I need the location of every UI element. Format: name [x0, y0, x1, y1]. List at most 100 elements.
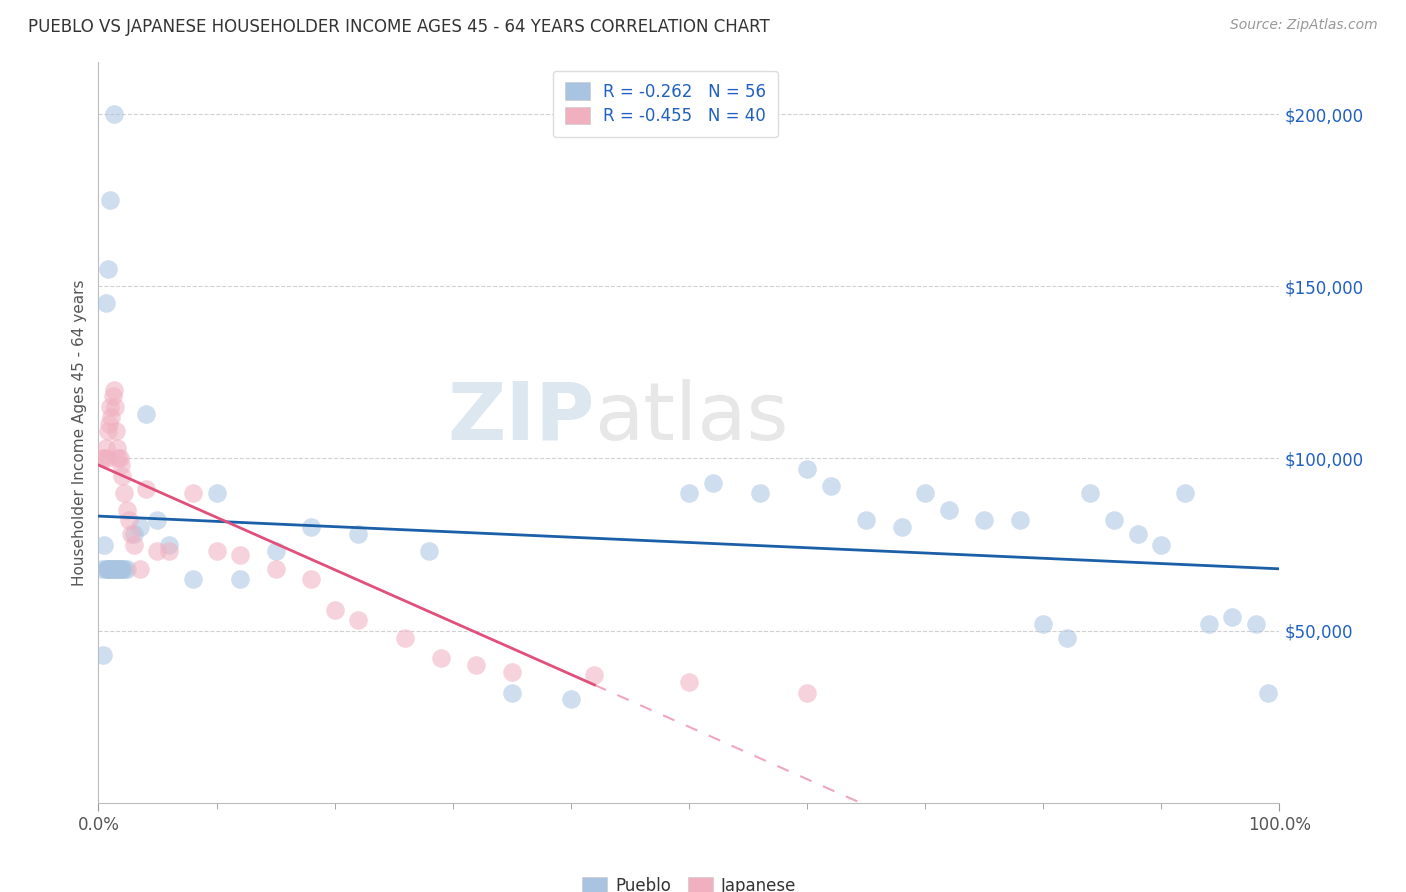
Point	[1244, 616, 1267, 631]
Point	[1174, 486, 1197, 500]
Point	[394, 631, 416, 645]
Point	[135, 483, 157, 497]
Point	[560, 692, 582, 706]
Point	[323, 603, 346, 617]
Point	[94, 561, 117, 575]
Point	[501, 665, 523, 679]
Point	[157, 537, 180, 551]
Point	[93, 537, 115, 551]
Point	[181, 486, 204, 500]
Text: atlas: atlas	[595, 379, 789, 457]
Point	[105, 424, 128, 438]
Point	[146, 513, 169, 527]
Point	[96, 451, 118, 466]
Point	[678, 486, 700, 500]
Point	[97, 424, 120, 438]
Point	[105, 561, 128, 575]
Y-axis label: Householder Income Ages 45 - 64 years: Householder Income Ages 45 - 64 years	[72, 279, 87, 586]
Point	[1257, 685, 1279, 699]
Text: PUEBLO VS JAPANESE HOUSEHOLDER INCOME AGES 45 - 64 YEARS CORRELATION CHART: PUEBLO VS JAPANESE HOUSEHOLDER INCOME AG…	[28, 18, 770, 36]
Point	[107, 451, 129, 466]
Point	[465, 658, 488, 673]
Point	[1198, 616, 1220, 631]
Point	[96, 561, 118, 575]
Point	[678, 675, 700, 690]
Point	[94, 296, 117, 310]
Point	[855, 513, 877, 527]
Point	[105, 441, 128, 455]
Point	[299, 572, 322, 586]
Point	[796, 462, 818, 476]
Point	[101, 389, 124, 403]
Point	[1102, 513, 1125, 527]
Point	[97, 561, 120, 575]
Point	[264, 544, 287, 558]
Point	[702, 475, 724, 490]
Point	[205, 486, 228, 500]
Point	[98, 400, 121, 414]
Point	[430, 651, 453, 665]
Point	[748, 486, 770, 500]
Point	[122, 537, 145, 551]
Point	[1008, 513, 1031, 527]
Point	[347, 613, 370, 627]
Point	[1220, 610, 1243, 624]
Point	[91, 451, 114, 466]
Point	[796, 685, 818, 699]
Point	[299, 520, 322, 534]
Point	[1126, 527, 1149, 541]
Point	[112, 561, 135, 575]
Point	[118, 513, 141, 527]
Point	[100, 410, 122, 425]
Point	[229, 572, 252, 586]
Point	[583, 668, 606, 682]
Point	[1080, 486, 1102, 500]
Point	[98, 417, 121, 431]
Point	[104, 561, 127, 575]
Point	[1056, 631, 1078, 645]
Point	[110, 458, 132, 473]
Point	[97, 262, 120, 277]
Point	[1032, 616, 1054, 631]
Point	[91, 648, 114, 662]
Point	[91, 561, 114, 575]
Point	[418, 544, 440, 558]
Point	[98, 561, 121, 575]
Point	[146, 544, 169, 558]
Point	[229, 548, 252, 562]
Text: Source: ZipAtlas.com: Source: ZipAtlas.com	[1230, 18, 1378, 32]
Point	[1150, 537, 1173, 551]
Point	[128, 561, 150, 575]
Point	[111, 561, 134, 575]
Point	[110, 561, 132, 575]
Point	[157, 544, 180, 558]
Point	[93, 451, 115, 466]
Point	[107, 561, 129, 575]
Point	[103, 383, 125, 397]
Point	[98, 193, 121, 207]
Point	[122, 527, 145, 541]
Point	[135, 407, 157, 421]
Point	[104, 400, 127, 414]
Point	[98, 561, 121, 575]
Point	[101, 561, 124, 575]
Point	[205, 544, 228, 558]
Point	[181, 572, 204, 586]
Point	[112, 486, 135, 500]
Point	[890, 520, 912, 534]
Point	[347, 527, 370, 541]
Point	[820, 479, 842, 493]
Point	[103, 107, 125, 121]
Point	[108, 451, 131, 466]
Point	[108, 561, 131, 575]
Point	[501, 685, 523, 699]
Point	[103, 561, 125, 575]
Point	[115, 561, 138, 575]
Point	[94, 441, 117, 455]
Point	[264, 561, 287, 575]
Point	[100, 561, 122, 575]
Point	[938, 503, 960, 517]
Point	[914, 486, 936, 500]
Text: ZIP: ZIP	[447, 379, 595, 457]
Point	[128, 520, 150, 534]
